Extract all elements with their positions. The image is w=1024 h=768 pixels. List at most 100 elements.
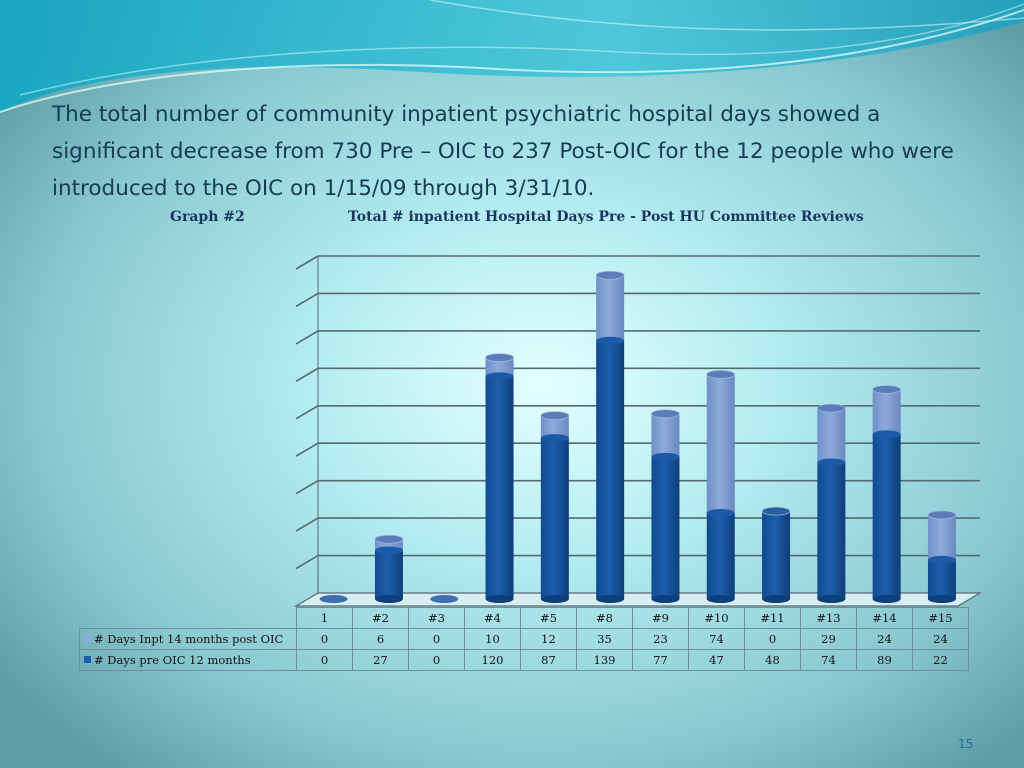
- bar-post: [927, 514, 956, 560]
- gridline-side: [295, 330, 319, 345]
- table-cell: 48: [744, 649, 801, 671]
- bar-pre: [374, 550, 403, 599]
- table-cell: 89: [856, 649, 913, 671]
- bar-group: [485, 353, 514, 603]
- table-corner: [79, 607, 297, 629]
- table-cell: 29: [800, 628, 857, 650]
- bar-top: [540, 411, 570, 421]
- chart-bars: [319, 270, 957, 603]
- gridline-side: [295, 479, 319, 495]
- table-row-pre: # Days pre OIC 12 months 0 27 0 120 87 1…: [79, 649, 969, 671]
- bar-pre-base: [485, 595, 514, 603]
- category-label: 1: [296, 607, 353, 629]
- bar-pre: [817, 462, 846, 599]
- bar-post: [872, 389, 901, 435]
- category-label: #11: [744, 607, 801, 629]
- gridline-side: [295, 442, 319, 457]
- page-number: 15: [958, 737, 974, 751]
- bar-pre-base: [817, 595, 846, 603]
- bar-group: [540, 411, 570, 603]
- table-row-post: # Days Inpt 14 months post OIC 0 6 0 10 …: [79, 628, 969, 650]
- bar-post: [651, 413, 680, 457]
- bar-pre: [651, 456, 680, 599]
- gridline-side: [295, 517, 319, 532]
- bar-post: [485, 357, 514, 377]
- legend-swatch-pre: [84, 656, 91, 663]
- bar-group: [706, 370, 736, 603]
- bar-group: [651, 409, 680, 603]
- bar-post: [817, 408, 846, 463]
- table-cell: 23: [632, 628, 689, 650]
- table-cell: 24: [912, 628, 969, 650]
- bar-empty: [430, 595, 459, 603]
- bar-seam: [374, 546, 403, 555]
- table-cell: 6: [352, 628, 409, 650]
- bar-seam: [485, 372, 514, 381]
- table-cell: 0: [296, 628, 353, 650]
- bar-group: [816, 403, 846, 603]
- chart-data-table: 1 #2 #3 #4 #5 #8 #9 #10 #11 #13 #14 #15 …: [79, 607, 969, 671]
- bar-pre-base: [540, 595, 569, 603]
- gridline-side: [295, 255, 319, 270]
- table-cell: 12: [520, 628, 577, 650]
- bar-top: [485, 353, 514, 363]
- bar-top: [761, 506, 791, 516]
- category-label: #15: [912, 607, 969, 629]
- header-wave: [0, 0, 1024, 113]
- bar-pre-base: [651, 595, 680, 603]
- bar-top: [706, 370, 736, 379]
- chart-title: Total # inpatient Hospital Days Pre - Po…: [348, 209, 864, 225]
- table-cell: 35: [576, 628, 633, 650]
- bar-group: [430, 595, 459, 603]
- bar-pre-base: [762, 595, 791, 603]
- bar-pre-base: [706, 595, 735, 603]
- gridline-side: [295, 292, 319, 308]
- bar-empty: [319, 595, 348, 603]
- table-cell: 47: [688, 649, 745, 671]
- bar-seam: [706, 509, 735, 518]
- category-label: #9: [632, 607, 689, 629]
- bar-top: [927, 510, 957, 520]
- bar-post: [540, 415, 569, 439]
- bar-post: [596, 275, 625, 341]
- table-cell: 74: [800, 649, 857, 671]
- bar-seam: [540, 434, 569, 443]
- bar-group: [374, 534, 404, 603]
- bar-group: [319, 595, 348, 603]
- bar-pre: [706, 513, 735, 599]
- table-cell: 22: [912, 649, 969, 671]
- table-header-row: 1 #2 #3 #4 #5 #8 #9 #10 #11 #13 #14 #15: [79, 607, 969, 629]
- bar-top: [651, 409, 680, 419]
- category-label: #14: [856, 607, 913, 629]
- bar-pre: [927, 559, 956, 599]
- bar-pre: [762, 511, 791, 599]
- bar-pre-base: [374, 595, 403, 603]
- bar-top: [595, 270, 625, 280]
- gridline-side: [295, 367, 319, 383]
- chart-floor: [293, 592, 983, 607]
- legend-entry-post: # Days Inpt 14 months post OIC: [79, 628, 297, 650]
- table-cell: 120: [464, 649, 521, 671]
- table-cell: 87: [520, 649, 577, 671]
- bar-seam: [927, 555, 956, 564]
- slide-text: The total number of community inpatient …: [52, 102, 954, 201]
- table-cell: 0: [408, 649, 465, 671]
- graph-label: Graph #2: [170, 209, 245, 225]
- legend-entry-pre: # Days pre OIC 12 months: [79, 649, 297, 671]
- gridline-side: [295, 405, 319, 420]
- category-label: #13: [800, 607, 857, 629]
- bar-seam: [872, 430, 901, 439]
- chart-gridlines: [293, 255, 983, 607]
- table-cell: 24: [856, 628, 913, 650]
- bar-group: [872, 385, 902, 603]
- legend-label-post: # Days Inpt 14 months post OIC: [94, 632, 284, 646]
- bar-group: [595, 270, 625, 603]
- table-cell: 0: [744, 628, 801, 650]
- bar-top: [374, 534, 404, 544]
- bar-pre-base: [596, 595, 625, 603]
- category-label: #4: [464, 607, 521, 629]
- bar-pre-base: [872, 595, 901, 603]
- category-label: #8: [576, 607, 633, 629]
- category-label: #2: [352, 607, 409, 629]
- category-label: #3: [408, 607, 465, 629]
